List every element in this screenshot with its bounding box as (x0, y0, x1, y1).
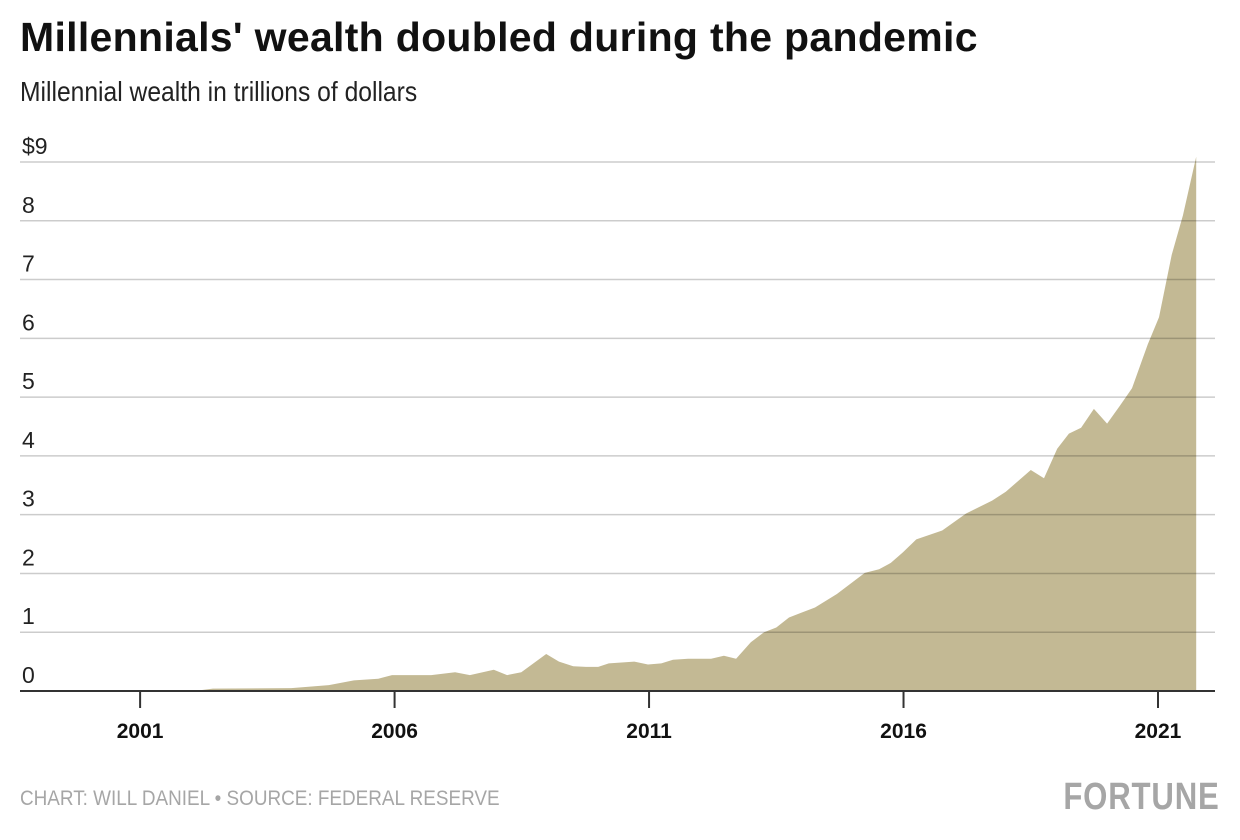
y-tick-label: 8 (22, 192, 35, 218)
y-tick-label: $9 (22, 133, 48, 159)
y-axis-labels: 0 1 2 3 4 5 6 7 8 $9 (22, 133, 48, 688)
source-credit: CHART: WILL DANIEL • SOURCE: FEDERAL RES… (20, 787, 500, 810)
y-tick-label: 1 (22, 603, 35, 629)
x-tick-label: 2011 (626, 720, 672, 743)
y-tick-label: 7 (22, 251, 35, 277)
chart-subtitle: Millennial wealth in trillions of dollar… (20, 76, 418, 107)
x-axis: 2001 2006 2011 2016 2021 (20, 690, 1215, 743)
y-tick-label: 2 (22, 544, 35, 570)
wealth-area (20, 156, 1197, 691)
chart-title: Millennials' wealth doubled during the p… (20, 14, 978, 60)
y-tick-label: 5 (22, 368, 35, 394)
y-tick-label: 3 (22, 486, 35, 512)
fortune-logo: FORTUNE (1063, 776, 1220, 818)
y-tick-label: 6 (22, 309, 35, 335)
gridlines (20, 161, 1215, 633)
x-tick-label: 2021 (1135, 720, 1182, 743)
area-layer (20, 156, 1197, 691)
y-tick-label: 0 (22, 662, 35, 688)
x-tick-label: 2001 (117, 720, 164, 743)
x-tick-label: 2016 (880, 720, 927, 743)
x-tick-label: 2006 (371, 720, 418, 743)
y-tick-label: 4 (22, 427, 35, 453)
